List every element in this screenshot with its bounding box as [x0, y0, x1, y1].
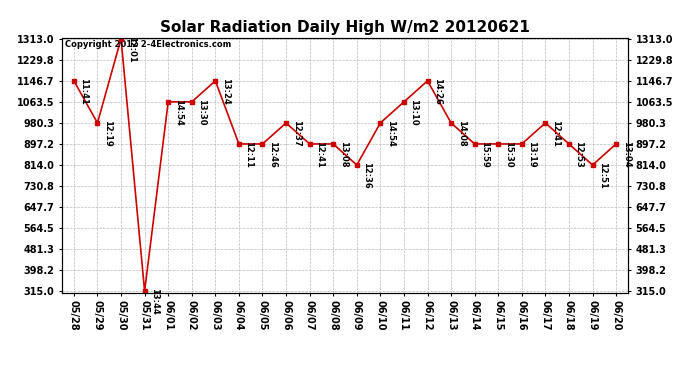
Text: 13:19: 13:19: [527, 141, 536, 168]
Text: 12:11: 12:11: [244, 141, 253, 168]
Text: 12:37: 12:37: [292, 120, 301, 147]
Text: 12:19: 12:19: [103, 120, 112, 147]
Text: 14:54: 14:54: [174, 99, 183, 126]
Text: 13:08: 13:08: [339, 141, 348, 168]
Text: 12:41: 12:41: [551, 120, 560, 147]
Text: 12:53: 12:53: [575, 141, 584, 168]
Text: 13:24: 13:24: [221, 78, 230, 105]
Text: 14:26: 14:26: [433, 78, 442, 105]
Text: 12:51: 12:51: [598, 162, 607, 189]
Text: 12:41: 12:41: [315, 141, 324, 168]
Title: Solar Radiation Daily High W/m2 20120621: Solar Radiation Daily High W/m2 20120621: [160, 20, 530, 35]
Text: 13:10: 13:10: [409, 99, 419, 126]
Text: 13:04: 13:04: [622, 141, 631, 168]
Text: 14:08: 14:08: [457, 120, 466, 147]
Text: 14:54: 14:54: [386, 120, 395, 147]
Text: 12:46: 12:46: [268, 141, 277, 168]
Text: 15:59: 15:59: [480, 141, 489, 168]
Text: 13:44: 13:44: [150, 288, 159, 315]
Text: 12:01: 12:01: [126, 36, 136, 63]
Text: 15:30: 15:30: [504, 141, 513, 168]
Text: 13:30: 13:30: [197, 99, 206, 126]
Text: 12:36: 12:36: [362, 162, 371, 189]
Text: Copyright 2012 2-4Electronics.com: Copyright 2012 2-4Electronics.com: [65, 40, 231, 49]
Text: 11:41: 11:41: [79, 78, 88, 105]
